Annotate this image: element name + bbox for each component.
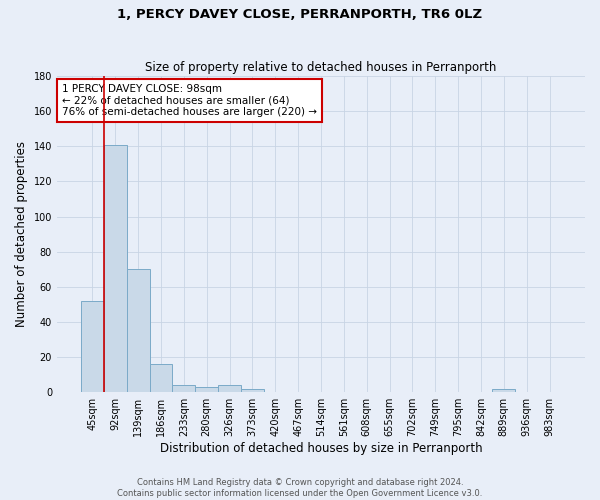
Text: Contains HM Land Registry data © Crown copyright and database right 2024.
Contai: Contains HM Land Registry data © Crown c… (118, 478, 482, 498)
Text: 1, PERCY DAVEY CLOSE, PERRANPORTH, TR6 0LZ: 1, PERCY DAVEY CLOSE, PERRANPORTH, TR6 0… (118, 8, 482, 20)
Bar (218, 385, 241, 392)
Bar (195, 387, 218, 392)
Bar (149, 364, 172, 392)
Bar (81, 301, 104, 392)
Bar (172, 385, 195, 392)
Bar (493, 388, 515, 392)
Bar (127, 270, 149, 392)
Text: 1 PERCY DAVEY CLOSE: 98sqm
← 22% of detached houses are smaller (64)
76% of semi: 1 PERCY DAVEY CLOSE: 98sqm ← 22% of deta… (62, 84, 317, 117)
Bar (241, 388, 264, 392)
Title: Size of property relative to detached houses in Perranporth: Size of property relative to detached ho… (145, 60, 497, 74)
Bar (104, 144, 127, 392)
X-axis label: Distribution of detached houses by size in Perranporth: Distribution of detached houses by size … (160, 442, 482, 455)
Y-axis label: Number of detached properties: Number of detached properties (15, 141, 28, 327)
